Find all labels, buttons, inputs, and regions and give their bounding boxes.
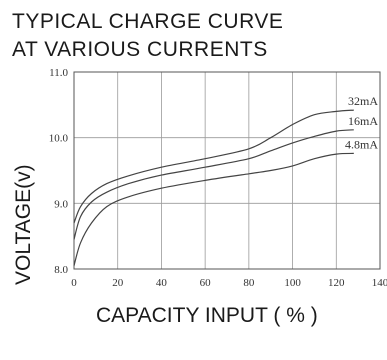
y-axis-label: VOLTAGE(v) — [12, 164, 35, 285]
series-line-16mA — [74, 130, 354, 240]
chart-title-line-1: TYPICAL CHARGE CURVE — [12, 10, 283, 33]
x-tick-label: 0 — [71, 277, 77, 289]
series-line-32mA — [74, 110, 354, 223]
plot-frame — [74, 72, 380, 269]
x-tick-label: 20 — [112, 277, 124, 289]
series-label-32mA: 32mA — [348, 94, 378, 108]
x-tick-label: 40 — [156, 277, 168, 289]
chart-title-line-2: AT VARIOUS CURRENTS — [12, 38, 268, 61]
series-label-16mA: 16mA — [348, 114, 378, 128]
x-axis-label: CAPACITY INPUT ( % ) — [96, 304, 318, 327]
series-label-4.8mA: 4.8mA — [345, 137, 378, 151]
series-group: 32mA 16mA 4.8mA — [74, 94, 378, 266]
grid — [74, 72, 380, 269]
x-tick-label: 140 — [372, 277, 387, 289]
x-tick-label: 100 — [284, 277, 301, 289]
y-tick-label: 9.0 — [54, 198, 68, 210]
y-tick-label: 11.0 — [49, 67, 68, 79]
x-tick-label: 120 — [328, 277, 345, 289]
x-tick-label: 80 — [243, 277, 255, 289]
series-line-4.8mA — [74, 153, 354, 265]
y-tick-label: 10.0 — [49, 133, 69, 145]
y-tick-label: 8.0 — [54, 264, 68, 276]
x-tick-label: 60 — [200, 277, 212, 289]
